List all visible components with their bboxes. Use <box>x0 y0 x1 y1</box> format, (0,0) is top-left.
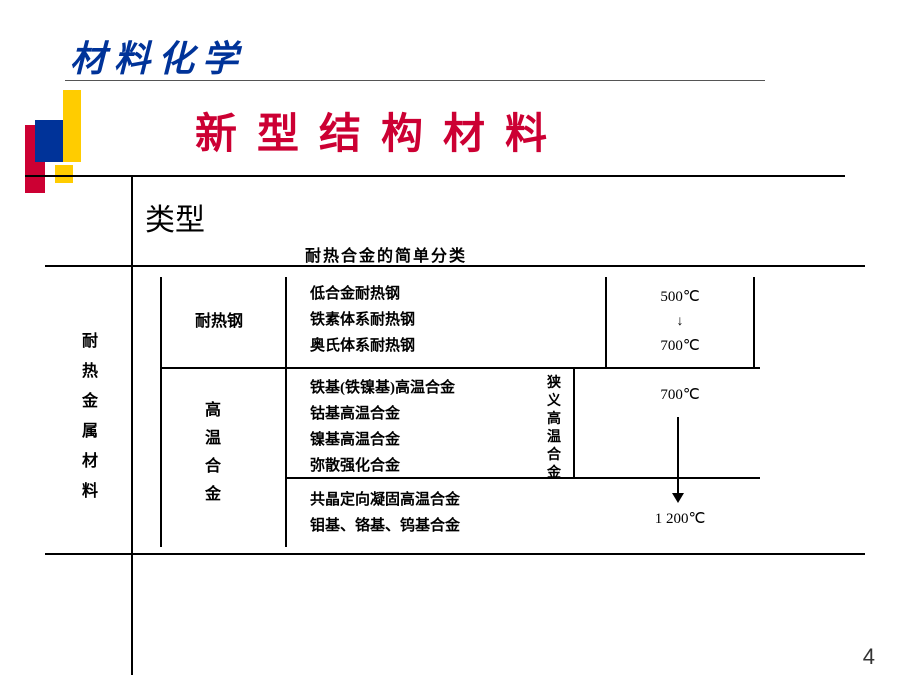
main-title: 新型结构材料 <box>195 100 567 161</box>
category-2-group1-items: 铁基(铁镍基)高温合金 钴基高温合金 镍基高温合金 弥散强化合金 <box>310 375 455 479</box>
root-category-label: 耐 热 金 属 材 料 <box>80 327 100 507</box>
section-subtitle: 类型 <box>145 195 205 239</box>
arrow-down-icon: ↓ <box>677 310 684 334</box>
temp-range-2: 700℃ 1 200℃ <box>605 367 755 547</box>
arrow-head-icon <box>672 493 684 503</box>
diagram-vline-1 <box>160 277 162 547</box>
temperature-column: 500℃ ↓ 700℃ 700℃ 1 200℃ <box>605 277 755 547</box>
category-1-label: 耐热钢 <box>195 307 243 331</box>
header-underline <box>65 80 765 81</box>
page-number: 4 <box>863 644 875 670</box>
temp-range-1: 500℃ ↓ 700℃ <box>605 277 755 367</box>
category-2-group2-items: 共晶定向凝固高温合金 钼基、铬基、钨基合金 <box>310 487 460 539</box>
page-header-title: 材料化学 <box>70 30 246 82</box>
classification-diagram: 耐 热 金 属 材 料 耐热钢 高 温 合 金 低合金耐热钢 铁素体系耐热钢 奥… <box>45 265 865 555</box>
category-2-label: 高 温 合 金 <box>205 397 221 509</box>
category-2-group1-note: 狭 义 高 温 合 金 <box>535 369 575 477</box>
arrow-line <box>677 417 679 497</box>
diagram-title: 耐热合金的简单分类 <box>305 242 467 266</box>
slide-decoration <box>25 90 115 200</box>
horizontal-divider <box>25 175 845 177</box>
category-1-items: 低合金耐热钢 铁素体系耐热钢 奥氏体系耐热钢 <box>310 281 415 359</box>
diagram-vline-2 <box>285 277 287 547</box>
